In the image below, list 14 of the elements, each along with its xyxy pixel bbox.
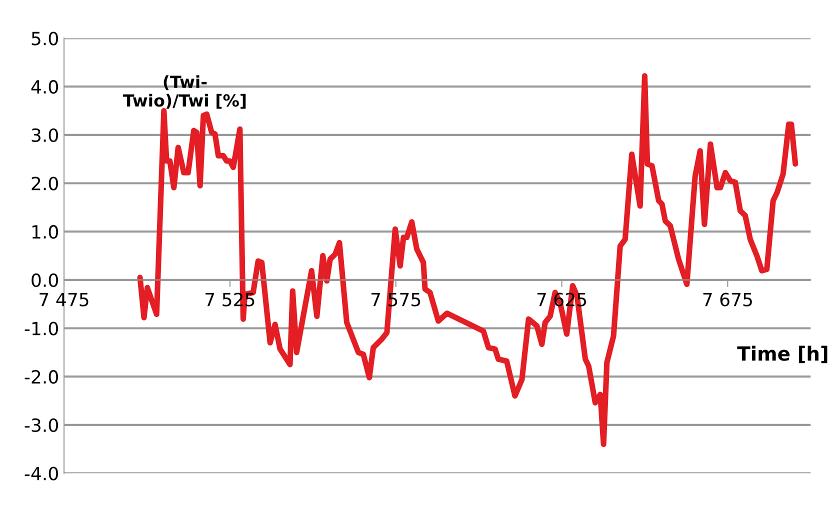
y-tick-label: 0.0 — [32, 273, 58, 288]
y-tick-label: -2.0 — [24, 370, 58, 384]
y-tick-label: -4.0 — [24, 466, 58, 480]
y-tick-label: -3.0 — [24, 418, 58, 432]
y-axis-title: (Twi- Twio)/Twi [%] — [122, 75, 246, 109]
y-tick-label: 4.0 — [31, 80, 58, 94]
y-tick-label: 5.0 — [32, 32, 58, 46]
y-tick-label: -1.0 — [24, 322, 58, 336]
y-tick-label: 2.0 — [32, 176, 58, 190]
x-tick-label: 7 675 — [703, 292, 752, 306]
x-axis-title: Time [h] — [737, 346, 828, 364]
x-tick-label: 7 475 — [40, 292, 88, 306]
y-tick-label: 1.0 — [32, 225, 58, 239]
y-tick-label: 3.0 — [32, 128, 58, 142]
